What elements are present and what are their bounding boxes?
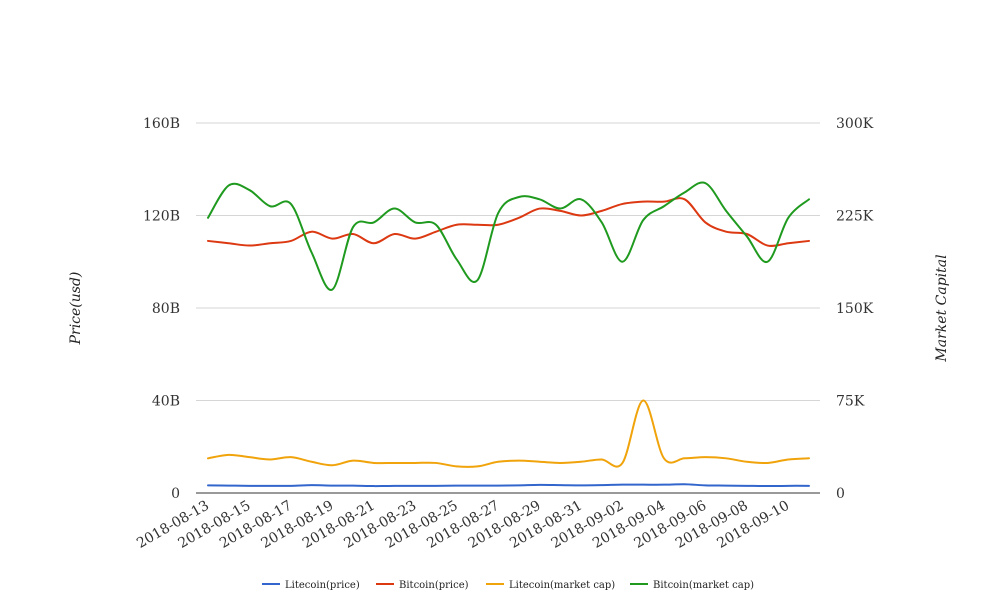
y-right-tick-label: 300K [836,116,874,132]
y-left-tick-label: 80B [152,301,180,317]
legend-label-bitcoin-price: Bitcoin(price) [399,580,469,591]
legend-label-litecoin-price: Litecoin(price) [285,580,360,591]
legend: Litecoin(price) Bitcoin(price) Litecoin(ma… [262,580,754,591]
x-axis: 2018-08-132018-08-152018-08-172018-08-19… [134,498,792,552]
series-lines [207,181,810,488]
series-line-bitcoin-market-cap [207,181,810,291]
legend-label-litecoin-market-cap: Litecoin(market cap) [509,580,615,591]
y-left-tick-label: 120B [143,209,180,225]
y-axis-right-title: Market Capital [934,254,950,362]
y-axis-left-title: Price(usd) [68,272,84,346]
y-right-tick-label: 0 [836,486,845,502]
y-right-tick-label: 75K [836,394,865,410]
series-line-litecoin-market-cap [207,399,810,468]
y-axis-left: 0 40B 80B 120B 160B [143,116,180,502]
series-line-bitcoin-price [207,197,810,247]
series-line-litecoin-price [207,483,810,488]
legend-label-bitcoin-market-cap: Bitcoin(market cap) [653,580,754,591]
y-axis-right: 0 75K 150K 225K 300K [836,116,874,502]
y-right-tick-label: 150K [836,301,874,317]
gridlines [196,122,820,494]
y-right-tick-label: 225K [836,209,874,225]
y-left-tick-label: 40B [152,394,180,410]
y-left-tick-label: 160B [143,116,180,132]
y-left-tick-label: 0 [171,486,180,502]
